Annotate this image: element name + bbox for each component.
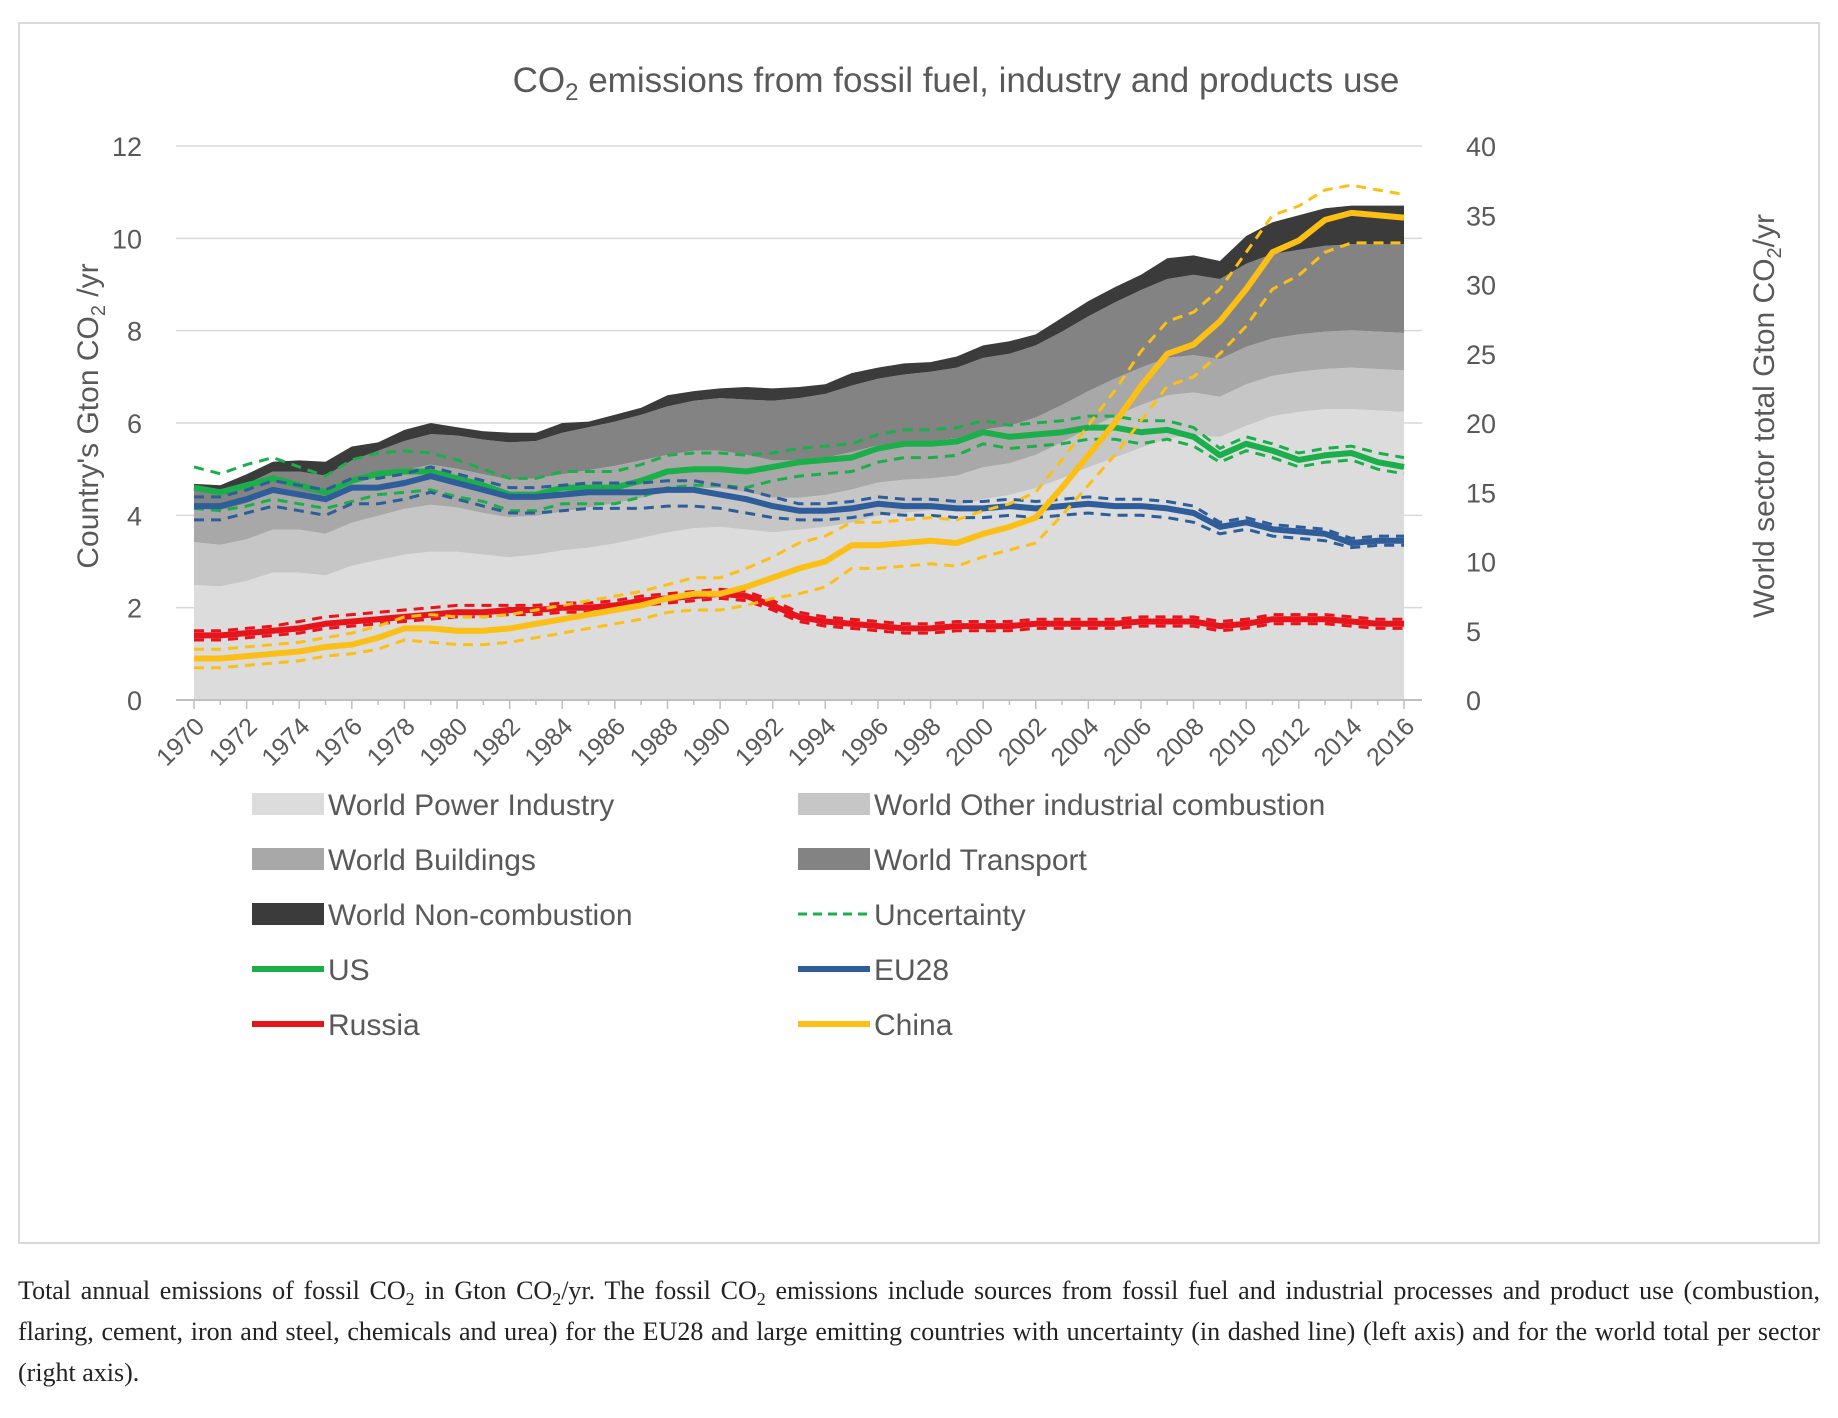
- y-left-tick-label: 4: [127, 501, 142, 531]
- legend-label-china: China: [874, 1009, 953, 1042]
- x-tick-label: 1980: [414, 712, 473, 771]
- legend-label-eu28: EU28: [874, 954, 949, 987]
- x-tick-label: 2012: [1256, 712, 1315, 771]
- russia-line: [194, 590, 1404, 639]
- y-right-tick-label: 25: [1466, 340, 1496, 370]
- us-uncertainty-lower: [193, 437, 1405, 513]
- y-left-tick-label: 0: [127, 686, 142, 716]
- chart-title: CO2 emissions from fossil fuel, industry…: [513, 61, 1400, 106]
- area-world-non-combustion: [194, 205, 1404, 493]
- legend-label-uncertainty: Uncertainty: [874, 899, 1026, 932]
- x-tick-label: 1978: [362, 712, 421, 771]
- x-tick-label: 1970: [151, 712, 210, 771]
- area-world-other-industrial-combustion: [194, 367, 1404, 587]
- legend-swatch-world-power-industry: [252, 793, 324, 815]
- x-tick-label: 2014: [1309, 712, 1368, 771]
- us-uncertainty-upper: [193, 414, 1405, 480]
- y-right-tick-label: 15: [1466, 478, 1496, 508]
- x-tick-label: 1996: [835, 712, 894, 771]
- x-tick-label: 1982: [467, 712, 526, 771]
- legend-swatch-world-transport: [798, 848, 870, 870]
- y-left-tick-label: 2: [127, 594, 142, 624]
- legend: World Power Industry World Other industri…: [252, 789, 1325, 1042]
- x-tick-label: 2002: [993, 712, 1052, 771]
- x-tick-label: 1984: [519, 712, 578, 771]
- eu28-uncertainty-lower: [194, 490, 1404, 550]
- x-tick-label: 2010: [1203, 712, 1262, 771]
- x-tick-label: 2016: [1361, 712, 1420, 771]
- chart-frame: CO2 emissions from fossil fuel, industry…: [18, 22, 1820, 1244]
- china-uncertainty-lower: [194, 241, 1404, 670]
- y-right-tick-label: 20: [1466, 409, 1496, 439]
- y-right-tick-label: 35: [1466, 201, 1496, 231]
- y-right-tick-label: 0: [1466, 686, 1481, 716]
- x-tick-label: 2008: [1151, 712, 1210, 771]
- china-line: [194, 209, 1405, 662]
- x-tick-label: 1974: [256, 712, 315, 771]
- y-right-tick-label: 5: [1466, 617, 1481, 647]
- emissions-chart: CO2 emissions from fossil fuel, industry…: [72, 61, 1786, 1042]
- eu28-uncertainty-upper: [194, 465, 1404, 540]
- legend-label-world-buildings: World Buildings: [328, 844, 536, 877]
- x-tick-label: 2004: [1045, 712, 1104, 771]
- x-tick-label: 1998: [888, 712, 947, 771]
- legend-label-russia: Russia: [328, 1009, 420, 1042]
- us-line: [193, 424, 1405, 498]
- x-tick-label: 1990: [677, 712, 736, 771]
- x-tick-label: 1992: [730, 712, 789, 771]
- x-tick-label: 2000: [940, 712, 999, 771]
- y-axis-left-label: Country's Gton CO2 /yr: [72, 263, 110, 568]
- china-uncertainty-upper: [194, 183, 1405, 651]
- legend-label-world-power-industry: World Power Industry: [328, 789, 614, 822]
- x-tick-label: 1972: [204, 712, 263, 771]
- y-left-tick-label: 6: [127, 409, 142, 439]
- x-tick-label: 1976: [309, 712, 368, 771]
- country-lines: [193, 183, 1405, 670]
- x-tick-label: 1988: [625, 712, 684, 771]
- x-tick-label: 2006: [1098, 712, 1157, 771]
- legend-label-world-transport: World Transport: [874, 844, 1088, 877]
- eu28-line: [194, 473, 1404, 546]
- legend-swatch-world-buildings: [252, 848, 324, 870]
- x-tick-label: 1986: [572, 712, 631, 771]
- y-right-tick-label: 40: [1466, 132, 1496, 162]
- legend-label-world-non-combustion: World Non-combustion: [328, 899, 633, 932]
- y-left-tick-label: 12: [112, 132, 142, 162]
- y-right-tick-label: 10: [1466, 548, 1496, 578]
- x-tick-label: 1994: [782, 712, 841, 771]
- y-left-tick-label: 8: [127, 317, 142, 347]
- figure-caption: Total annual emissions of fossil CO2 in …: [18, 1276, 1820, 1387]
- area-world-transport: [194, 244, 1404, 511]
- y-right-tick-label: 30: [1466, 271, 1496, 301]
- y-left-tick-label: 10: [112, 224, 142, 254]
- legend-label-us: US: [328, 954, 370, 987]
- legend-swatch-world-other-industrial-combustion: [798, 793, 870, 815]
- legend-swatch-world-non-combustion: [252, 903, 324, 925]
- legend-label-world-other-industrial-combustion: World Other industrial combustion: [874, 789, 1325, 822]
- y-axis-right-label: World sector total Gton CO2/yr: [1748, 214, 1786, 618]
